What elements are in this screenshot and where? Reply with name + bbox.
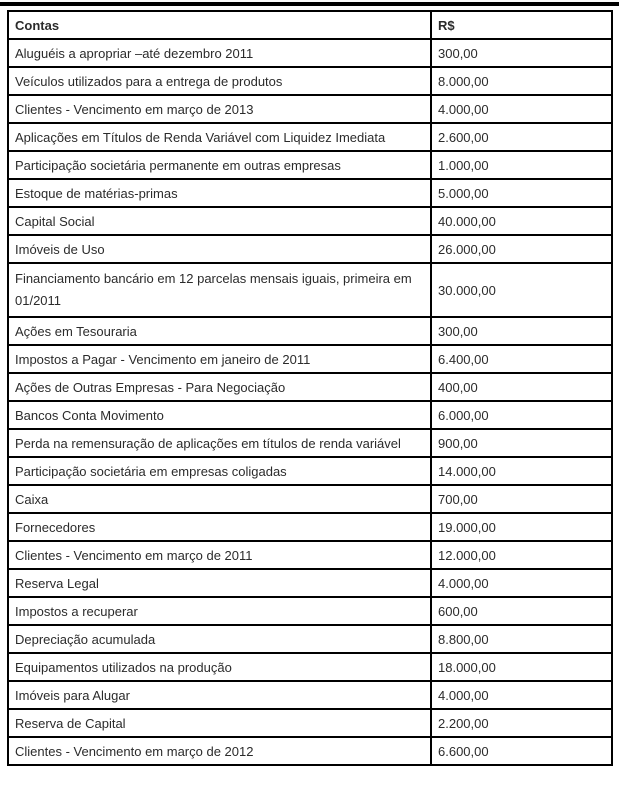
top-rule <box>0 2 619 6</box>
account-name-cell: Reserva Legal <box>7 568 432 598</box>
table-row: Estoque de matérias-primas 5.000,00 <box>7 178 613 208</box>
table-row: Imóveis de Uso 26.000,00 <box>7 234 613 264</box>
accounts-table: Contas R$ Aluguéis a apropriar –até deze… <box>7 10 613 766</box>
amount-cell: 2.200,00 <box>430 708 613 738</box>
amount-cell: 18.000,00 <box>430 652 613 682</box>
account-name-cell: Ações de Outras Empresas - Para Negociaç… <box>7 372 432 402</box>
amount-cell: 6.600,00 <box>430 736 613 766</box>
amount-cell: 8.800,00 <box>430 624 613 654</box>
amount-cell: 26.000,00 <box>430 234 613 264</box>
amount-cell: 30.000,00 <box>430 262 613 318</box>
amount-cell: 600,00 <box>430 596 613 626</box>
table-row: Clientes - Vencimento em março de 2011 12… <box>7 540 613 570</box>
account-name-cell: Veículos utilizados para a entrega de pr… <box>7 66 432 96</box>
amount-cell: 300,00 <box>430 38 613 68</box>
account-name-cell: Imóveis de Uso <box>7 234 432 264</box>
amount-cell: 4.000,00 <box>430 568 613 598</box>
amount-cell: 300,00 <box>430 316 613 346</box>
table-row: Depreciação acumulada 8.800,00 <box>7 624 613 654</box>
amount-cell: 19.000,00 <box>430 512 613 542</box>
account-name-cell: Estoque de matérias-primas <box>7 178 432 208</box>
table-row: Participação societária em empresas coli… <box>7 456 613 486</box>
account-name-cell: Capital Social <box>7 206 432 236</box>
amount-cell: 6.000,00 <box>430 400 613 430</box>
account-name-cell: Imóveis para Alugar <box>7 680 432 710</box>
table-row: Reserva Legal 4.000,00 <box>7 568 613 598</box>
table-row: Ações de Outras Empresas - Para Negociaç… <box>7 372 613 402</box>
table-row: Capital Social 40.000,00 <box>7 206 613 236</box>
amount-cell: 900,00 <box>430 428 613 458</box>
amount-cell: 2.600,00 <box>430 122 613 152</box>
header-valor: R$ <box>430 10 613 40</box>
account-name-cell: Equipamentos utilizados na produção <box>7 652 432 682</box>
amount-cell: 6.400,00 <box>430 344 613 374</box>
amount-cell: 5.000,00 <box>430 178 613 208</box>
table-row: Clientes - Vencimento em março de 2013 4.… <box>7 94 613 124</box>
amount-cell: 400,00 <box>430 372 613 402</box>
table-row: Aluguéis a apropriar –até dezembro 2011 3… <box>7 38 613 68</box>
account-name-cell: Aplicações em Títulos de Renda Variável … <box>7 122 432 152</box>
header-row: Contas R$ <box>7 10 613 40</box>
account-name-cell: Perda na remensuração de aplicações em t… <box>7 428 432 458</box>
account-name-cell: Financiamento bancário em 12 parcelas me… <box>7 262 432 318</box>
account-name-cell: Depreciação acumulada <box>7 624 432 654</box>
accounts-table-body: Aluguéis a apropriar –até dezembro 2011 3… <box>7 38 613 766</box>
amount-cell: 12.000,00 <box>430 540 613 570</box>
header-contas: Contas <box>7 10 432 40</box>
account-name-cell: Reserva de Capital <box>7 708 432 738</box>
amount-cell: 700,00 <box>430 484 613 514</box>
table-row: Clientes - Vencimento em março de 2012 6.… <box>7 736 613 766</box>
table-row: Perda na remensuração de aplicações em t… <box>7 428 613 458</box>
table-row: Financiamento bancário em 12 parcelas me… <box>7 262 613 318</box>
table-row: Equipamentos utilizados na produção 18.00… <box>7 652 613 682</box>
table-row: Reserva de Capital 2.200,00 <box>7 708 613 738</box>
table-row: Imóveis para Alugar 4.000,00 <box>7 680 613 710</box>
account-name-cell: Clientes - Vencimento em março de 2011 <box>7 540 432 570</box>
account-name-cell: Fornecedores <box>7 512 432 542</box>
table-row: Aplicações em Títulos de Renda Variável … <box>7 122 613 152</box>
table-row: Impostos a recuperar 600,00 <box>7 596 613 626</box>
accounts-table-header: Contas R$ <box>7 10 613 40</box>
account-name-cell: Bancos Conta Movimento <box>7 400 432 430</box>
amount-cell: 1.000,00 <box>430 150 613 180</box>
table-row: Bancos Conta Movimento 6.000,00 <box>7 400 613 430</box>
account-name-cell: Impostos a Pagar - Vencimento em janeiro… <box>7 344 432 374</box>
amount-cell: 4.000,00 <box>430 680 613 710</box>
account-name-cell: Clientes - Vencimento em março de 2012 <box>7 736 432 766</box>
amount-cell: 40.000,00 <box>430 206 613 236</box>
account-name-cell: Aluguéis a apropriar –até dezembro 2011 <box>7 38 432 68</box>
table-row: Participação societária permanente em ou… <box>7 150 613 180</box>
account-name-cell: Clientes - Vencimento em março de 2013 <box>7 94 432 124</box>
account-name-cell: Ações em Tesouraria <box>7 316 432 346</box>
table-row: Veículos utilizados para a entrega de pr… <box>7 66 613 96</box>
table-row: Impostos a Pagar - Vencimento em janeiro… <box>7 344 613 374</box>
amount-cell: 14.000,00 <box>430 456 613 486</box>
account-name-cell: Participação societária permanente em ou… <box>7 150 432 180</box>
account-name-cell: Participação societária em empresas coli… <box>7 456 432 486</box>
table-row: Fornecedores 19.000,00 <box>7 512 613 542</box>
table-row: Caixa 700,00 <box>7 484 613 514</box>
account-name-cell: Impostos a recuperar <box>7 596 432 626</box>
account-name-cell: Caixa <box>7 484 432 514</box>
amount-cell: 4.000,00 <box>430 94 613 124</box>
amount-cell: 8.000,00 <box>430 66 613 96</box>
table-row: Ações em Tesouraria 300,00 <box>7 316 613 346</box>
